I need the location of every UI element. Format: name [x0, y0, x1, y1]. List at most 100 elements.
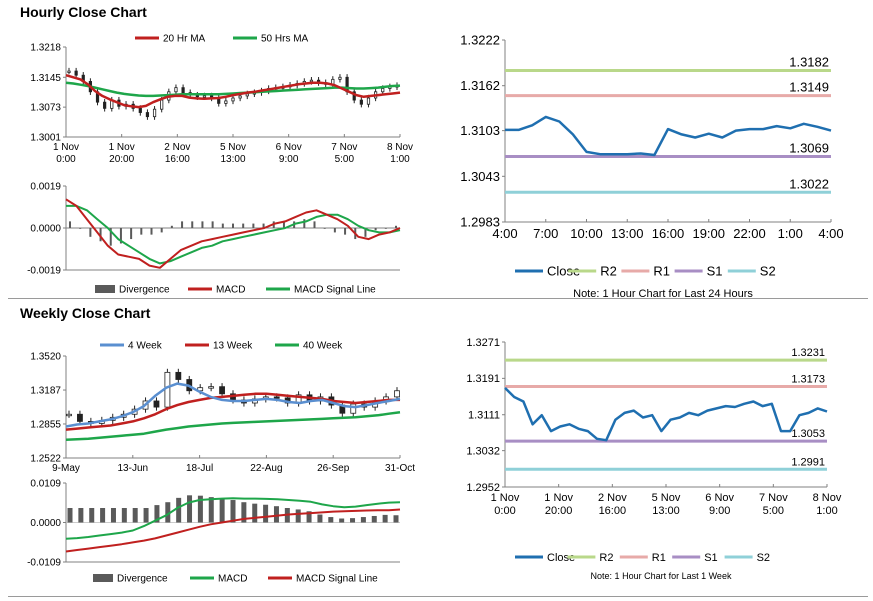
hourly-macd-y-tick-label: 0.0000	[30, 224, 61, 235]
hourly-macd-divergence-bar	[333, 228, 336, 233]
hourly-price-candle-body	[160, 99, 164, 110]
weekly-macd-divergence-bar	[165, 502, 171, 523]
hourly-macd-divergence-bar	[119, 228, 122, 244]
hourly-price-candle-body	[174, 87, 178, 93]
weekly-price-candle-body	[153, 400, 160, 408]
hourly-pivot-legend-label: R1	[653, 264, 670, 279]
hourly-price-candle-body	[145, 112, 150, 118]
weekly-macd-divergence-bar	[219, 498, 225, 523]
weekly-macd-divergence-bar	[241, 502, 247, 523]
weekly-macd-divergence-bar	[317, 514, 323, 523]
weekly-pivot-x-tick-label: 1 Nov	[491, 492, 520, 504]
weekly-pivot-s1-value-label: 1.3053	[791, 428, 825, 440]
weekly-pivot-x-tick-label: 6 Nov	[705, 492, 734, 504]
hourly-price-candle-body	[74, 70, 78, 76]
hourly-pivot-r2-value-label: 1.3182	[789, 54, 829, 69]
weekly-macd-divergence-bar	[263, 504, 269, 523]
hourly-macd-divergence-bar	[303, 219, 306, 228]
hourly-pivot-y-tick-label: 1.3103	[460, 123, 500, 138]
hourly-macd-divergence-bar	[252, 223, 255, 228]
hourly-pivot-legend-label: R2	[600, 264, 617, 279]
weekly-macd-line	[65, 497, 401, 540]
weekly-price-candle-body	[175, 371, 182, 380]
weekly-price-y-tick-label: 1.2522	[30, 454, 61, 465]
hourly-macd-divergence-bar	[181, 221, 184, 228]
hourly-macd-divergence-bar	[221, 223, 224, 228]
weekly-pivot-y-tick-label: 1.3271	[466, 337, 500, 349]
hourly-pivot-s2-value-label: 1.3022	[789, 176, 829, 191]
weekly-macd-divergence-bar	[371, 515, 377, 523]
weekly-price-x-tick-label: 9-May	[52, 463, 80, 474]
weekly-price-legend-label: 13 Week	[213, 341, 253, 352]
weekly-price-x-tick-label: 13-Jun	[118, 463, 149, 474]
hourly-macd-y-tick-label: 0.0019	[30, 182, 61, 193]
hourly-macd-divergence-bar	[282, 221, 285, 228]
weekly-pivot-x-tick-label: 5 Nov	[652, 492, 681, 504]
hourly-price-candle-body	[181, 87, 185, 94]
hourly-price-x-tick-label: 1 Nov	[53, 142, 79, 153]
weekly-macd-divergence-bar	[187, 495, 193, 523]
hourly-pivot-note: Note: 1 Hour Chart for Last 24 Hours	[573, 288, 753, 300]
weekly-price-legend-label: 40 Week	[303, 341, 343, 352]
hourly-macd-signal-line	[66, 204, 401, 265]
weekly-pivot-legend-label: Close	[547, 552, 575, 564]
hourly-price-legend-label: 50 Hrs MA	[261, 34, 309, 45]
weekly-price-candle-body	[219, 386, 225, 395]
hourly-macd-divergence-bar	[150, 228, 153, 235]
bottom-divider	[8, 596, 868, 597]
weekly-section-title: Weekly Close Chart	[20, 305, 151, 321]
section-divider	[8, 298, 868, 299]
hourly-price-candle-body	[245, 93, 249, 97]
hourly-macd-divergence-bar	[170, 225, 173, 228]
hourly-macd-divergence-bar	[313, 221, 316, 228]
weekly-price-y-tick-label: 1.3187	[30, 386, 61, 397]
weekly-pivot-x-tick-label: 1 Nov	[544, 492, 573, 504]
hourly-macd-divergence-bar	[395, 225, 397, 228]
hourly-price-candle-body	[381, 88, 385, 93]
weekly-pivot-x-tick-label: 2 Nov	[598, 492, 627, 504]
hourly-price-x-tick-label: 13:00	[220, 154, 245, 165]
hourly-pivot-x-tick-label: 16:00	[652, 226, 685, 241]
weekly-pivot-y-tick-label: 1.3191	[466, 373, 500, 385]
hourly-macd-divergence-bar	[109, 228, 112, 246]
hourly-price-x-tick-label: 1:00	[390, 154, 410, 165]
hourly-price-candle-body	[202, 95, 207, 98]
weekly-pivot-x-tick-label: 5:00	[763, 505, 784, 517]
weekly-macd-legend-label: Divergence	[117, 574, 168, 585]
hourly-price-x-tick-label: 1 Nov	[109, 142, 135, 153]
hourly-macd-divergence-bar	[201, 221, 204, 228]
weekly-pivot-close-line	[504, 387, 828, 442]
weekly-macd-divergence-bar	[393, 515, 399, 523]
weekly-price-y-tick-label: 1.3520	[30, 352, 61, 363]
hourly-macd-divergence-bar	[79, 228, 82, 229]
weekly-pivot-r2-value-label: 1.3231	[791, 347, 825, 359]
hourly-price-candle-body	[152, 108, 157, 118]
hourly-price-x-tick-label: 5 Nov	[220, 142, 246, 153]
weekly-price-candle-body	[394, 390, 400, 398]
weekly-pivot-x-tick-label: 1:00	[816, 505, 837, 517]
weekly-macd-divergence-bar	[78, 508, 84, 523]
hourly-macd-legend-swatch	[95, 285, 115, 293]
hourly-price-candle-body	[338, 76, 342, 80]
hourly-price-ma20-line	[65, 73, 401, 109]
hourly-macd-divergence-bar	[211, 221, 214, 228]
weekly-price-candle-body	[164, 371, 171, 408]
hourly-price-x-tick-label: 6 Nov	[276, 142, 302, 153]
weekly-macd-divergence-bar	[197, 495, 203, 523]
hourly-macd-divergence-bar	[242, 223, 245, 228]
weekly-pivot-s2-value-label: 1.2991	[791, 456, 825, 468]
weekly-macd-divergence-bar	[230, 500, 236, 523]
hourly-pivot-r1-value-label: 1.3149	[789, 80, 829, 95]
hourly-pivot-x-tick-label: 13:00	[611, 226, 644, 241]
weekly-price-40wk-line	[65, 410, 401, 442]
weekly-macd-divergence-bar	[121, 508, 127, 523]
weekly-price-4wk-line	[65, 382, 401, 428]
weekly-macd-y-tick-label: 0.0109	[30, 479, 61, 490]
weekly-macd-divergence-bar	[67, 508, 73, 523]
hourly-macd-divergence-bar	[191, 221, 194, 228]
weekly-pivot-x-tick-label: 7 Nov	[759, 492, 788, 504]
weekly-price-13wk-line	[65, 392, 400, 431]
weekly-macd-divergence-bar	[176, 497, 182, 523]
hourly-macd-divergence-bar	[69, 221, 71, 228]
